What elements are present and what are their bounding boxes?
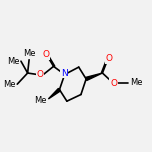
Text: N: N <box>61 69 68 78</box>
Text: O: O <box>106 54 113 64</box>
Polygon shape <box>48 88 60 99</box>
Text: O: O <box>42 50 49 59</box>
Text: Me: Me <box>24 49 36 58</box>
Text: Me: Me <box>7 57 19 66</box>
Text: Me: Me <box>34 96 46 105</box>
Text: Me: Me <box>3 80 16 89</box>
Text: O: O <box>110 79 117 88</box>
Polygon shape <box>86 73 102 81</box>
Text: O: O <box>37 71 44 79</box>
Text: Me: Me <box>130 78 143 87</box>
